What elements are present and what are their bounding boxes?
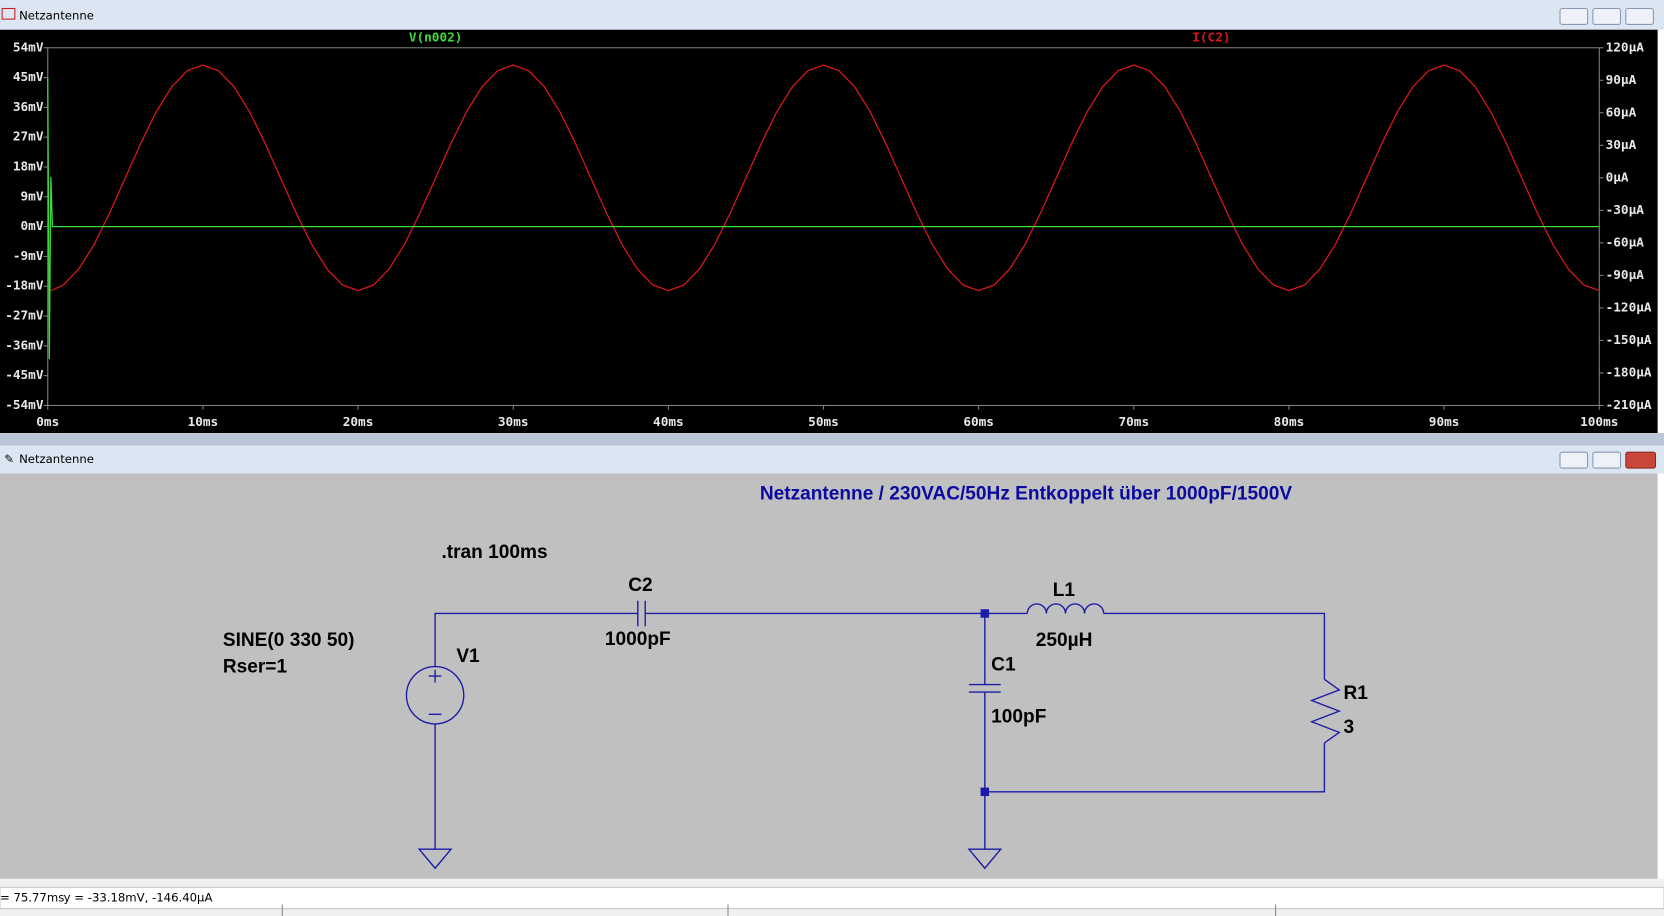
x-tick-label: 40ms <box>653 415 684 430</box>
x-tick-label: 0ms <box>36 415 59 430</box>
y-tick-label: -18mV <box>5 279 44 294</box>
y-tick-label: -9mV <box>13 249 44 264</box>
y2-tick-label: 30µA <box>1606 138 1637 153</box>
separator <box>0 433 1664 446</box>
legend-label: V(n002) <box>409 31 463 46</box>
y-tick-label: 36mV <box>13 100 44 115</box>
component-name: C2 <box>628 575 652 596</box>
series-line <box>47 64 1600 292</box>
plot: 0ms 10ms 20ms 30ms 40ms 50ms 60ms 70ms 80ms 90ms 1… <box>5 31 1652 430</box>
comment: Netzantenne / 230VAC/50Hz Entkoppelt übe… <box>760 484 1293 505</box>
junction <box>980 609 990 618</box>
component-name: L1 <box>1053 580 1076 601</box>
y-tick-label: -45mV <box>5 368 44 383</box>
directive: .tran 100ms <box>441 542 547 563</box>
status-dividers <box>281 904 1277 916</box>
y-tick-label: 9mV <box>21 189 44 204</box>
y-tick-label: 27mV <box>13 130 44 145</box>
minimize-button[interactable] <box>1559 7 1589 25</box>
y2-tick-label: -90µA <box>1606 268 1645 283</box>
restore-button[interactable] <box>1592 7 1622 25</box>
y-tick-label: 54mV <box>13 40 44 55</box>
x-tick-label: 90ms <box>1429 415 1460 430</box>
x-tick-label: 30ms <box>498 415 529 430</box>
y-tick-label: -54mV <box>5 398 44 413</box>
y2-tick-label: 0µA <box>1606 170 1629 185</box>
title-bar <box>0 445 1664 474</box>
close-button[interactable] <box>1625 7 1654 25</box>
c1-symbol <box>968 683 1001 693</box>
series-line <box>47 77 1600 360</box>
c2-symbol <box>637 600 646 627</box>
y2-tick-label: -210µA <box>1606 398 1652 413</box>
y-tick-label: 0mV <box>21 219 44 234</box>
restore-button[interactable] <box>1592 451 1622 469</box>
minimize-button[interactable] <box>1559 451 1589 469</box>
x-tick-label: 50ms <box>808 415 839 430</box>
window-controls[interactable] <box>1559 451 1657 469</box>
x-tick-label: 70ms <box>1118 415 1149 430</box>
component-name: V1 <box>456 646 480 667</box>
window-icon: ✎ <box>4 452 14 466</box>
component-value: 100pF <box>991 707 1046 728</box>
x-tick-label: 80ms <box>1274 415 1305 430</box>
component-name: R1 <box>1344 683 1369 704</box>
x-tick-label: 100ms <box>1580 415 1618 430</box>
schematic-canvas <box>0 473 1658 879</box>
y2-tick-label: 90µA <box>1606 73 1637 88</box>
y2-tick-label: -180µA <box>1606 365 1652 380</box>
r1-symbol <box>1309 678 1342 744</box>
y-tick-label: 45mV <box>13 70 44 85</box>
x-tick-label: 20ms <box>343 415 374 430</box>
window-controls[interactable] <box>1559 7 1654 25</box>
title-bar <box>0 0 1664 30</box>
plot-pane <box>0 29 1658 434</box>
y2-tick-label: -30µA <box>1606 203 1645 218</box>
component-name: C1 <box>991 655 1016 676</box>
window-title: Netzantenne <box>19 452 94 466</box>
component-extra: Rser=1 <box>223 657 288 678</box>
y2-tick-label: 120µA <box>1606 40 1645 55</box>
status-bar <box>0 886 1664 910</box>
y2-tick-label: -60µA <box>1606 235 1645 250</box>
y2-tick-label: -120µA <box>1606 300 1652 315</box>
y-tick-label: -36mV <box>5 338 44 353</box>
x-tick-label: 60ms <box>963 415 994 430</box>
y2-tick-label: -150µA <box>1606 333 1652 348</box>
x-tick-label: 10ms <box>188 415 219 430</box>
status-y: y = -33.18mV, -146.40µA <box>64 890 213 904</box>
component-value: 3 <box>1344 717 1355 738</box>
status-x: = 75.77ms <box>0 890 64 904</box>
legend-label: I(C2) <box>1192 31 1230 46</box>
v1-symbol <box>405 665 465 725</box>
component-value: SINE(0 330 50) <box>223 630 355 651</box>
window-icon <box>1 7 16 20</box>
junction <box>980 787 990 797</box>
component-value: 250µH <box>1036 630 1093 651</box>
wires <box>417 612 1326 870</box>
close-button[interactable] <box>1625 451 1657 469</box>
y-tick-label: -27mV <box>5 309 44 324</box>
y2-tick-label: 60µA <box>1606 105 1637 120</box>
y-tick-label: 18mV <box>13 159 44 174</box>
l1-symbol <box>1026 603 1105 614</box>
component-value: 1000pF <box>605 629 671 650</box>
window-title: Netzantenne <box>19 8 94 22</box>
